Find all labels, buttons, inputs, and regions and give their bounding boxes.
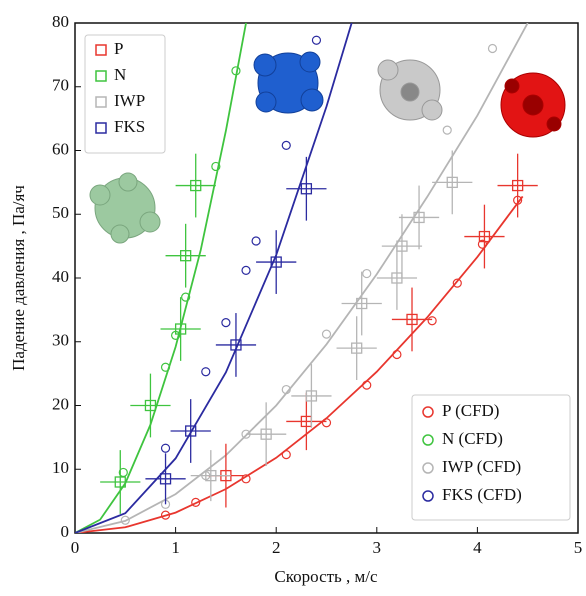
legend-label: P: [114, 39, 123, 58]
fit-line: [75, 195, 524, 533]
cfd-point: [321, 418, 332, 428]
cfd-point: [362, 268, 372, 279]
cfd-point: [241, 265, 251, 275]
y-tick-label: 40: [52, 267, 69, 286]
cfd-point: [191, 497, 201, 507]
legend-marker: [422, 462, 434, 474]
legend-marker: [422, 434, 434, 446]
cfd-point: [160, 443, 171, 453]
y-tick-label: 0: [61, 522, 70, 541]
x-tick-label: 2: [272, 538, 281, 557]
cfd-point: [321, 329, 332, 339]
y-tick-label: 80: [52, 12, 69, 31]
data-point: [205, 469, 217, 482]
y-tick-label: 70: [52, 76, 69, 95]
cfd-point: [241, 474, 251, 484]
data-point: [260, 428, 272, 440]
data-point: [144, 399, 157, 412]
cfd-point: [362, 380, 372, 390]
data-point: [230, 339, 242, 351]
data-point: [174, 323, 187, 335]
data-point: [185, 425, 197, 437]
cfd-point: [211, 161, 221, 172]
x-tick-label: 0: [71, 538, 80, 557]
x-axis-label: Скорость , м/с: [274, 567, 378, 586]
data-point: [305, 390, 318, 402]
data-point: [270, 256, 282, 268]
plot-area: [75, 23, 538, 533]
data-point: [114, 476, 126, 488]
fit-line: [75, 23, 353, 533]
data-point: [300, 183, 313, 195]
data-point: [413, 211, 425, 224]
y-tick-label: 10: [52, 458, 69, 477]
legend-marker: [95, 96, 107, 108]
cfd-point: [392, 349, 402, 360]
cfd-point: [427, 316, 437, 326]
y-tick-label: 60: [52, 139, 69, 158]
cfd-point: [281, 140, 291, 150]
cfd-point: [231, 66, 241, 76]
structure-images: [89, 51, 566, 244]
data-point: [406, 313, 418, 326]
cfd-point: [477, 239, 488, 249]
data-point: [446, 176, 458, 189]
legend-marker: [422, 406, 434, 418]
legend-label: IWP (CFD): [442, 457, 521, 476]
legend-box: [411, 394, 571, 521]
cfd-point: [201, 367, 211, 377]
legend-label: N: [114, 65, 126, 84]
x-tick-label: 1: [171, 538, 180, 557]
cfd-point: [281, 384, 291, 395]
cfd-point: [487, 43, 498, 54]
cfd-point: [160, 362, 171, 372]
fit-line: [75, 23, 247, 533]
y-axis-label: Падение давления , Па/яч: [9, 185, 28, 371]
y-tick-label: 50: [52, 203, 69, 222]
x-tick-label: 4: [473, 538, 482, 557]
data-point: [351, 342, 363, 354]
legend-label: P (CFD): [442, 401, 499, 420]
x-tick-label: 5: [574, 538, 583, 557]
legend-marker: [95, 122, 107, 134]
data-point: [190, 179, 202, 192]
cfd-point: [120, 515, 130, 525]
cfd-point: [442, 125, 452, 135]
cfd-point: [181, 292, 191, 302]
legend-marker: [95, 44, 107, 56]
cfd-point: [221, 318, 231, 328]
legend-label: FKS (CFD): [442, 485, 522, 504]
cfd-point: [311, 35, 322, 45]
data-point: [180, 250, 192, 262]
cfd-point: [251, 236, 261, 246]
data-point: [396, 240, 408, 252]
legend-label: IWP: [114, 91, 145, 110]
cfd-point: [281, 449, 291, 460]
x-tick-label: 3: [373, 538, 382, 557]
data-point: [478, 230, 491, 243]
data-point: [159, 473, 172, 485]
data-point: [511, 179, 524, 192]
cfd-point: [452, 278, 462, 288]
legend-marker: [422, 490, 434, 502]
cfd-point: [160, 510, 171, 520]
legend-marker: [95, 70, 107, 82]
y-tick-label: 30: [52, 331, 69, 350]
legend-label: N (CFD): [442, 429, 503, 448]
legend-label: FKS: [114, 117, 145, 136]
y-tick-label: 20: [52, 394, 69, 413]
data-point: [356, 297, 368, 310]
